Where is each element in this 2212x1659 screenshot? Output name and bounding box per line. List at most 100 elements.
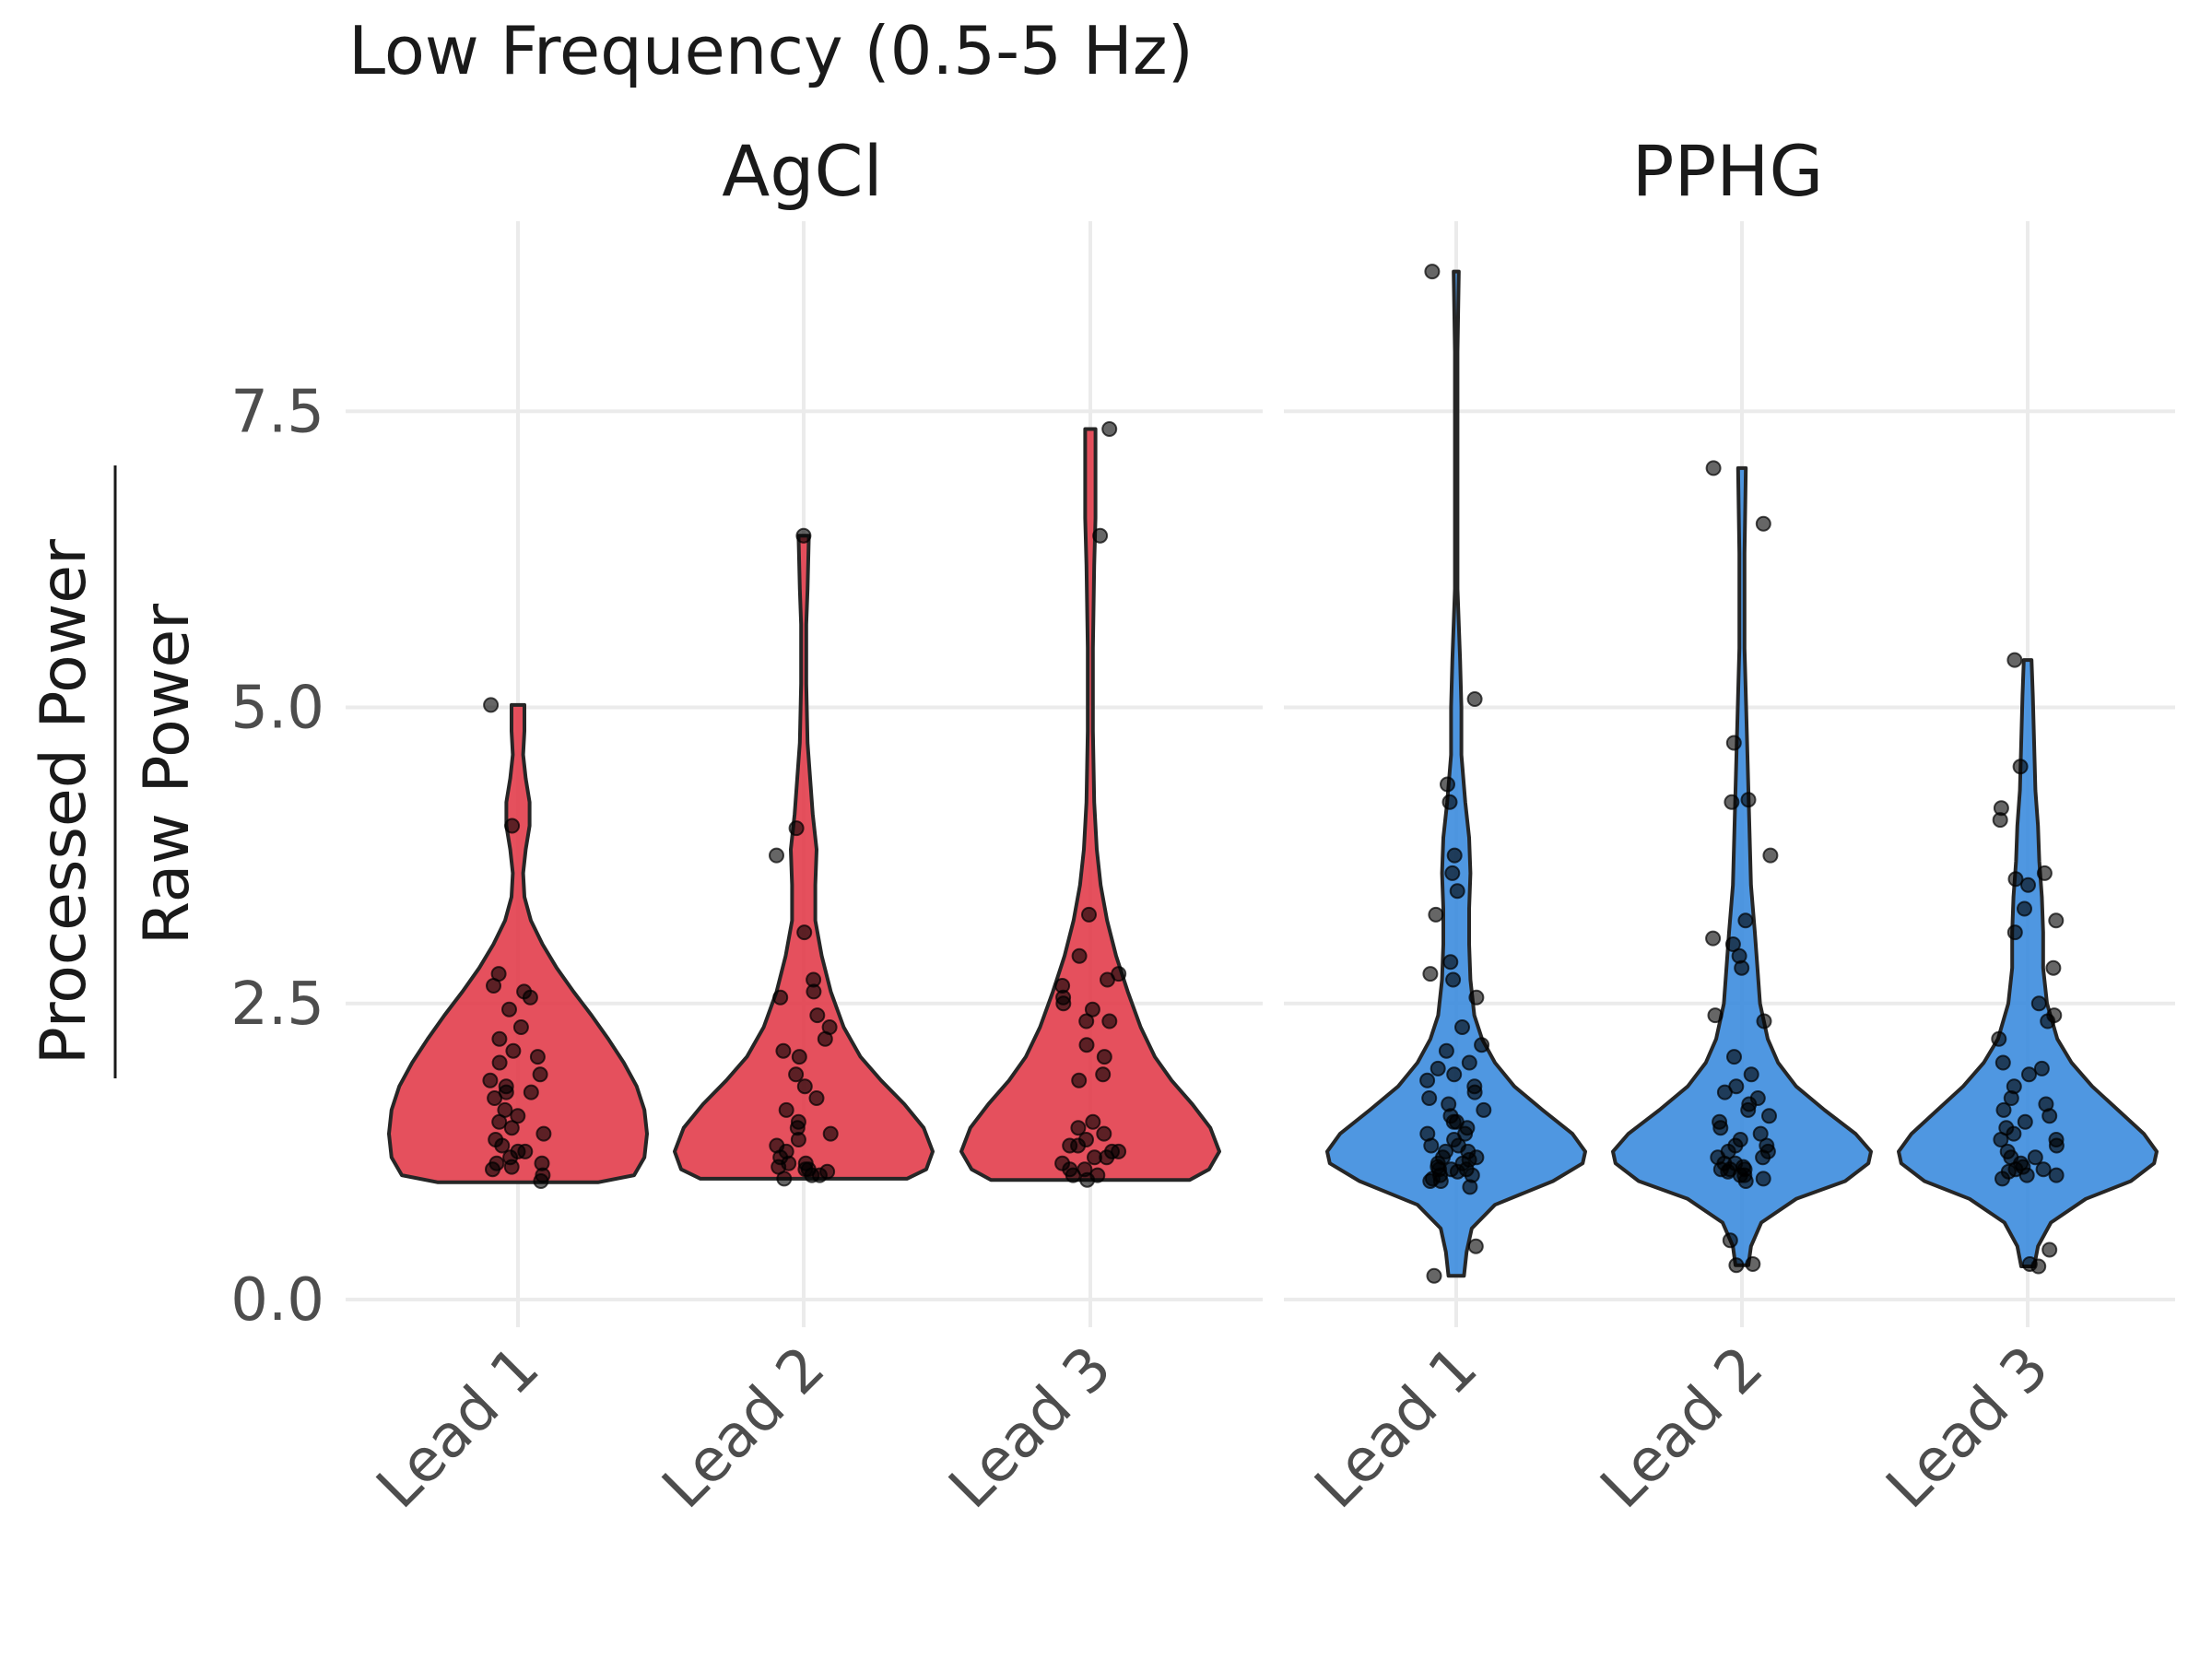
- data-point: [483, 697, 500, 713]
- data-point: [1722, 1232, 1738, 1249]
- data-point: [2045, 959, 2062, 976]
- data-point: [1727, 1155, 1744, 1171]
- data-point: [1062, 1137, 1078, 1154]
- data-point: [1101, 1013, 1118, 1030]
- data-point: [1430, 1060, 1446, 1077]
- y-axis-denominator: Raw Power: [131, 604, 204, 945]
- violin-agcl-3: [959, 427, 1221, 1182]
- data-point: [1726, 1049, 1742, 1065]
- data-point: [1078, 1037, 1095, 1053]
- data-point: [1095, 1066, 1112, 1083]
- data-point: [1081, 906, 1097, 923]
- data-point: [2006, 652, 2023, 668]
- data-point: [1454, 1019, 1470, 1035]
- data-point: [819, 1163, 836, 1180]
- data-point: [821, 1019, 838, 1035]
- y-tick-label: 2.5: [230, 971, 324, 1039]
- facet-panel-agcl: AgCl Lead 1 Lead 2 Lead 3: [346, 130, 1263, 1522]
- violin-agcl-1: [387, 702, 649, 1184]
- data-point: [1740, 792, 1757, 808]
- data-point: [523, 1084, 539, 1100]
- x-tick-label: Lead 3: [1874, 1334, 2062, 1522]
- data-point: [2046, 1007, 2063, 1024]
- data-point: [769, 847, 784, 864]
- data-point: [2048, 1167, 2065, 1183]
- violin-pphg-1: [1325, 269, 1587, 1278]
- y-axis-title: Processed Power Raw Power: [28, 465, 204, 1078]
- x-tick-label: Lead 1: [364, 1334, 552, 1522]
- facet-panel-pphg: PPHG Lead 1 Lead 2 Lead 3: [1284, 130, 2175, 1522]
- data-point: [1707, 1007, 1724, 1024]
- data-point: [1070, 1120, 1087, 1136]
- data-point: [1467, 1238, 1484, 1254]
- data-point: [1096, 1125, 1112, 1142]
- data-point: [1071, 1072, 1088, 1088]
- data-point: [1441, 1096, 1457, 1112]
- data-point: [1446, 847, 1463, 864]
- data-point: [806, 971, 822, 988]
- data-point: [1755, 1171, 1771, 1187]
- y-axis-numerator: Processed Power: [28, 539, 100, 1065]
- data-point: [1446, 1066, 1463, 1083]
- data-point: [1096, 1049, 1112, 1065]
- data-point: [809, 1007, 826, 1024]
- data-point: [501, 1001, 517, 1018]
- data-point: [491, 1054, 508, 1071]
- data-point: [2006, 1078, 2022, 1095]
- data-point: [516, 983, 533, 1000]
- data-point: [529, 1049, 546, 1065]
- data-point: [534, 1155, 550, 1171]
- data-point: [1466, 691, 1483, 707]
- data-point: [532, 1066, 548, 1083]
- facet-strip-label: PPHG: [1632, 130, 1824, 212]
- data-point: [1725, 735, 1742, 751]
- data-point: [796, 1078, 813, 1095]
- y-tick-label: 7.5: [230, 378, 324, 446]
- data-point: [488, 1155, 505, 1171]
- x-tick-label: Lead 2: [1588, 1334, 1776, 1522]
- data-point: [1466, 1078, 1483, 1095]
- chart-title: Low Frequency (0.5-5 Hz): [348, 12, 1194, 89]
- data-point: [504, 818, 521, 834]
- data-point: [788, 1066, 805, 1083]
- data-point: [1426, 1267, 1442, 1284]
- data-point: [2017, 1113, 2033, 1130]
- data-point: [535, 1125, 552, 1142]
- data-point: [491, 1030, 508, 1047]
- data-point: [2021, 1066, 2037, 1083]
- data-point: [769, 1137, 785, 1154]
- data-point: [498, 1078, 514, 1095]
- x-tick-label: Lead 2: [650, 1334, 838, 1522]
- data-point: [1085, 1113, 1101, 1130]
- data-point: [2020, 877, 2036, 893]
- data-point: [2006, 924, 2023, 941]
- data-point: [778, 1101, 794, 1118]
- data-point: [1745, 1256, 1761, 1272]
- y-axis-ticks: 0.0 2.5 5.0 7.5: [230, 378, 324, 1335]
- data-point: [1994, 1054, 2011, 1071]
- data-point: [1424, 264, 1441, 280]
- data-point: [2012, 759, 2029, 775]
- data-point: [1419, 1125, 1436, 1142]
- data-point: [1999, 1143, 2016, 1159]
- data-point: [1737, 912, 1754, 929]
- data-point: [1756, 1013, 1772, 1030]
- data-point: [790, 1113, 806, 1130]
- data-point: [1438, 1042, 1454, 1059]
- data-point: [772, 989, 789, 1006]
- data-point: [797, 1155, 814, 1171]
- data-point: [1078, 1132, 1094, 1147]
- data-point: [1084, 1001, 1100, 1018]
- data-point: [2048, 1132, 2065, 1147]
- data-point: [2030, 995, 2047, 1012]
- data-point: [2007, 871, 2024, 888]
- data-point: [2021, 1256, 2038, 1272]
- data-point: [2027, 1149, 2043, 1166]
- data-point: [1728, 1078, 1745, 1095]
- data-point: [2035, 1161, 2052, 1178]
- data-point: [1474, 1037, 1490, 1053]
- data-point: [1071, 947, 1088, 964]
- x-tick-label: Lead 1: [1302, 1334, 1490, 1522]
- data-point: [795, 527, 812, 544]
- data-point: [1442, 954, 1459, 971]
